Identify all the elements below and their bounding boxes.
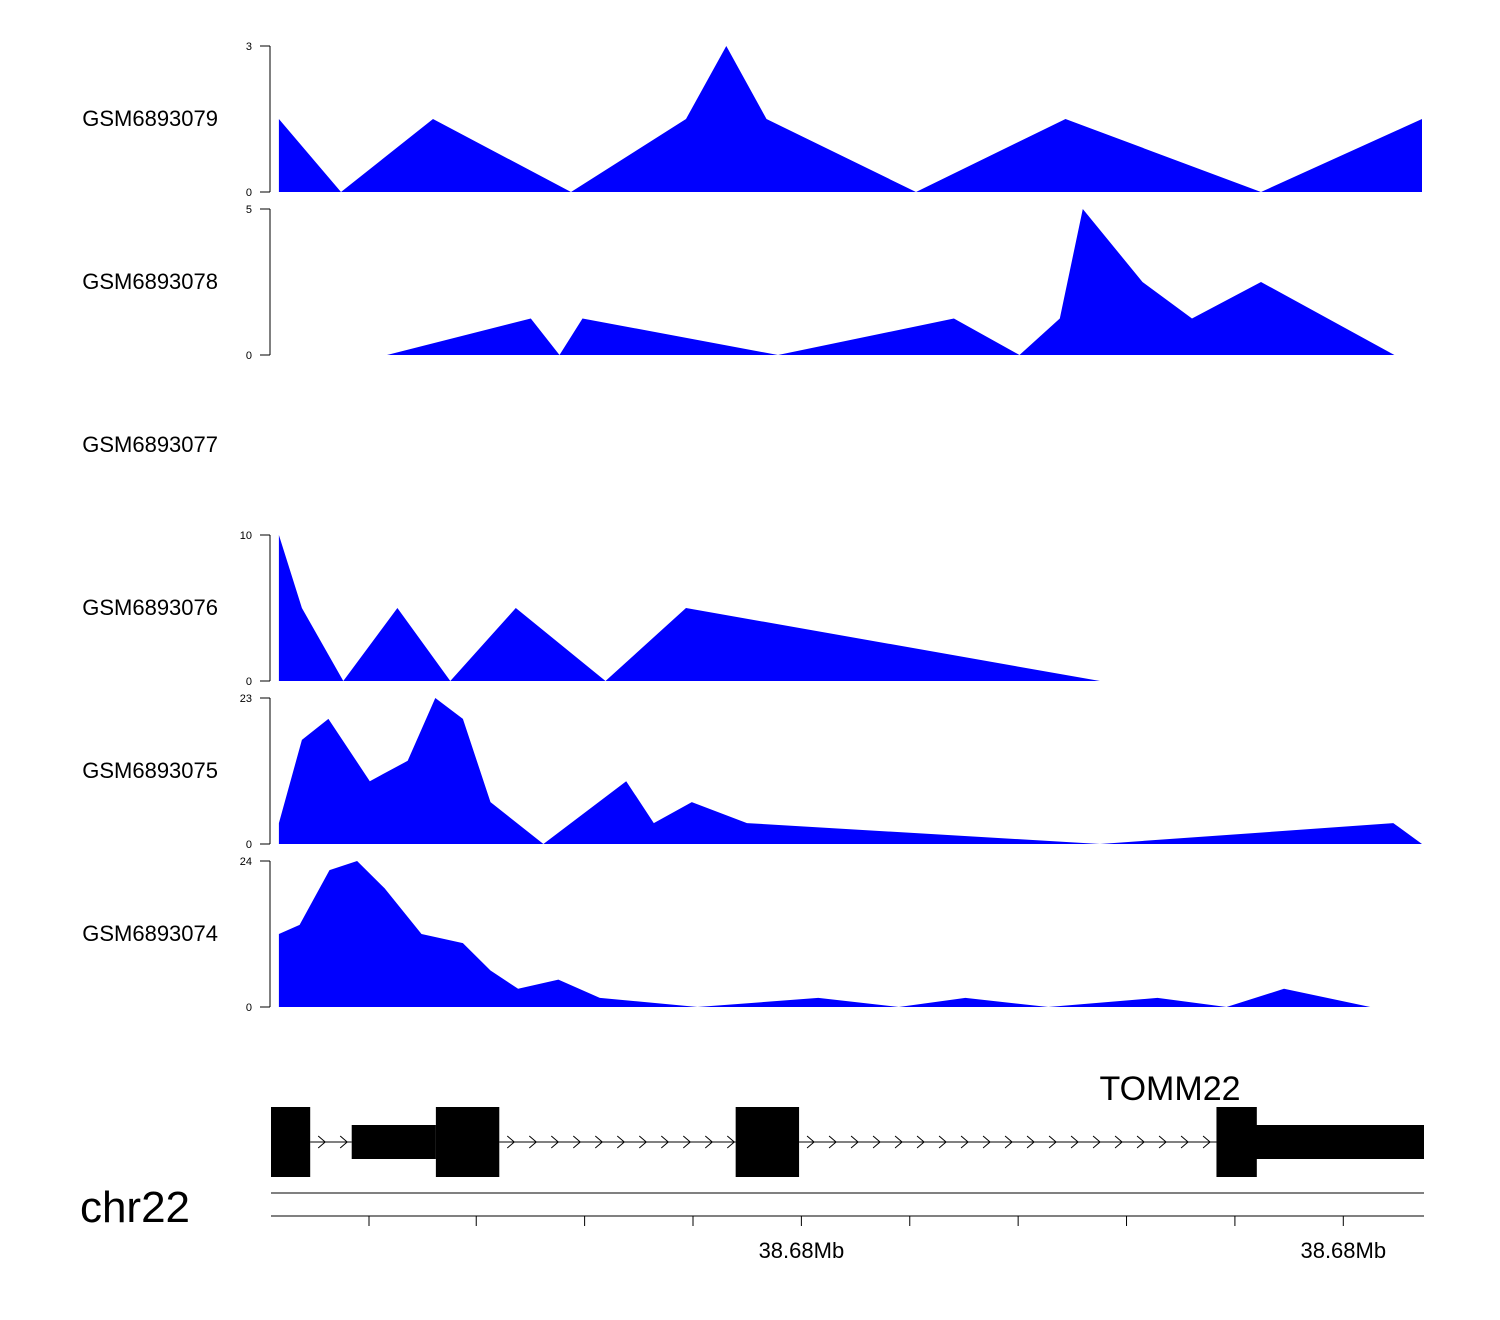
strand-arrow: [1026, 1135, 1035, 1149]
strand-arrow: [1114, 1135, 1123, 1149]
strand-arrow: [704, 1135, 714, 1149]
strand-arrow: [894, 1135, 903, 1149]
track-label: GSM6893079: [82, 106, 218, 131]
strand-arrow: [806, 1135, 815, 1149]
strand-arrow: [1180, 1135, 1189, 1149]
strand-arrow: [528, 1135, 538, 1149]
track-GSM6893079: GSM6893079 3 0: [82, 41, 1422, 199]
track-label: GSM6893078: [82, 269, 218, 294]
y-tick-label: 0: [246, 1002, 252, 1014]
strand-arrow: [1070, 1135, 1079, 1149]
strand-arrow: [872, 1135, 881, 1149]
strand-arrow: [960, 1135, 969, 1149]
exon-block: [1216, 1107, 1257, 1177]
strand-arrow: [1158, 1135, 1167, 1149]
gene-label: TOMM22: [1099, 1070, 1240, 1108]
track-label: GSM6893076: [82, 595, 218, 620]
strand-arrow: [1092, 1135, 1101, 1149]
y-tick-label: 0: [246, 350, 252, 362]
chromosome-label: chr22: [80, 1183, 190, 1232]
strand-arrow: [916, 1135, 925, 1149]
exon-block: [435, 1107, 500, 1177]
coverage-area: [387, 209, 1395, 355]
strand-arrow: [638, 1135, 648, 1149]
exon-block: [271, 1107, 311, 1177]
coverage-area: [278, 698, 1422, 844]
track-GSM6893076: GSM6893076 10 0: [82, 530, 1100, 688]
coverage-area: [278, 535, 1100, 681]
strand-arrow: [828, 1135, 837, 1149]
strand-arrow: [982, 1135, 991, 1149]
strand-arrow: [1202, 1135, 1211, 1149]
track-GSM6893074: GSM6893074 24 0: [82, 856, 1371, 1014]
y-tick-label: 0: [246, 839, 252, 851]
strand-arrow: [1136, 1135, 1145, 1149]
genome-axis: chr22 38.68Mb 38.68Mb: [80, 1183, 1424, 1263]
axis-tick-label: 38.68Mb: [1300, 1238, 1386, 1263]
strand-arrow: [339, 1135, 348, 1149]
utr-block: [351, 1125, 436, 1159]
gene-model-track: TOMM22: [271, 1070, 1424, 1177]
axis-tick-label: 38.68Mb: [759, 1238, 845, 1263]
track-GSM6893078: GSM6893078 5 0: [82, 204, 1395, 362]
strand-arrow: [317, 1135, 326, 1149]
strand-arrow: [594, 1135, 604, 1149]
track-label: GSM6893074: [82, 921, 218, 946]
strand-arrow: [726, 1135, 736, 1149]
track-GSM6893075: GSM6893075 23 0: [82, 693, 1422, 851]
y-tick-label: 10: [240, 530, 252, 542]
track-label: GSM6893077: [82, 432, 218, 457]
y-tick-label: 24: [240, 856, 252, 868]
track-label: GSM6893075: [82, 758, 218, 783]
y-tick-label: 0: [246, 187, 252, 199]
strand-arrow: [572, 1135, 582, 1149]
utr-block: [1251, 1125, 1424, 1159]
strand-arrow: [850, 1135, 859, 1149]
coverage-area: [278, 861, 1371, 1007]
coverage-tracks: GSM6893079 3 0 GSM6893078 5 0 GSM6893077 GSM689…: [82, 41, 1422, 1014]
y-tick-label: 3: [246, 41, 252, 53]
coverage-area: [278, 46, 1422, 192]
strand-arrow: [506, 1135, 516, 1149]
y-tick-label: 5: [246, 204, 252, 216]
strand-arrow: [682, 1135, 692, 1149]
y-tick-label: 23: [240, 693, 252, 705]
y-tick-label: 0: [246, 676, 252, 688]
strand-arrow: [1048, 1135, 1057, 1149]
strand-arrow: [660, 1135, 670, 1149]
strand-arrow: [616, 1135, 626, 1149]
exon-block: [735, 1107, 800, 1177]
strand-arrow: [1004, 1135, 1013, 1149]
strand-arrow: [938, 1135, 947, 1149]
track-GSM6893077: GSM6893077: [82, 432, 218, 457]
strand-arrow: [550, 1135, 560, 1149]
